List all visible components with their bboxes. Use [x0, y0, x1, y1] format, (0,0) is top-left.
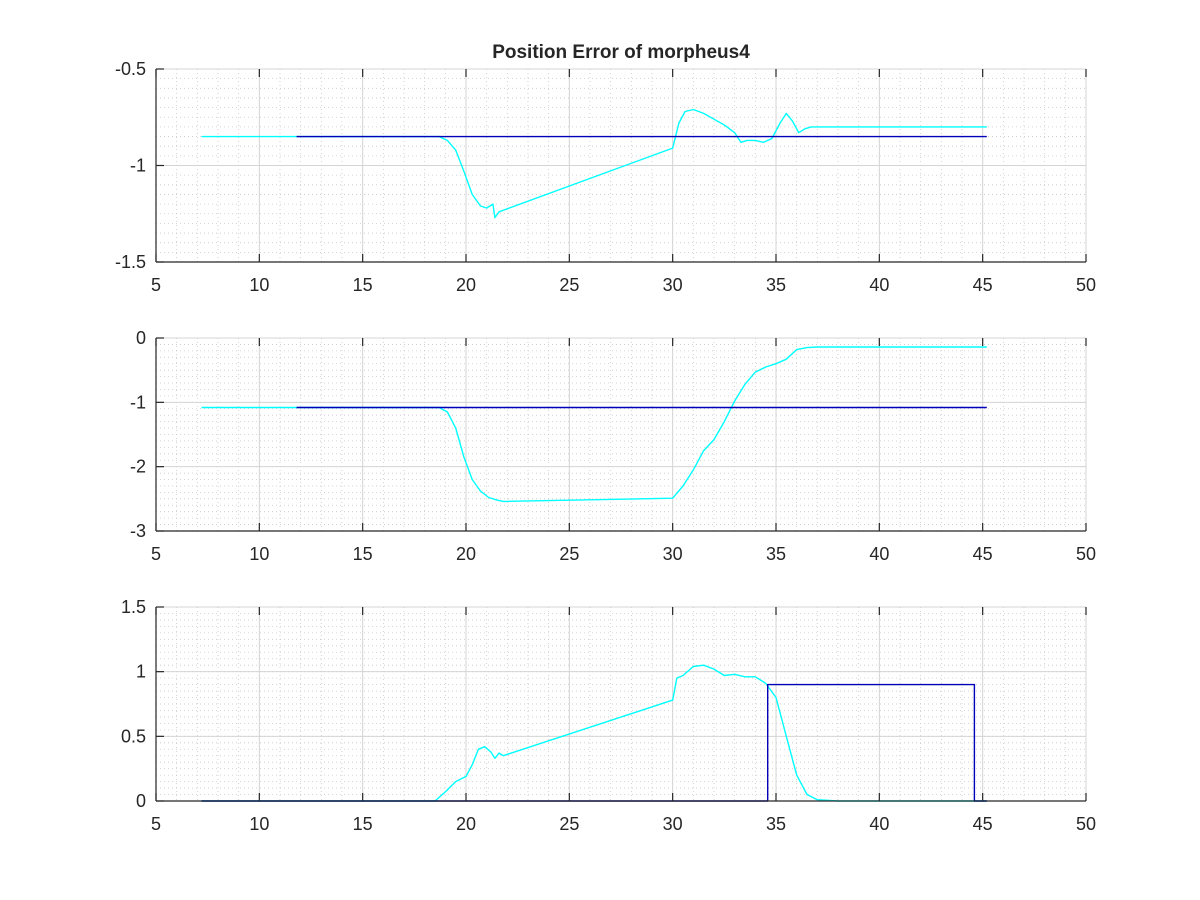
y-tick-label: 1.5: [121, 597, 146, 617]
x-tick-label: 5: [151, 814, 161, 834]
figure-title: Position Error of morpheus4: [492, 42, 750, 63]
x-tick-label: 10: [249, 544, 269, 564]
x-tick-label: 45: [973, 275, 993, 295]
y-tick-label: -0.5: [115, 59, 146, 79]
y-tick-label: -1.5: [115, 252, 146, 272]
series-line-cyan: [201, 108, 987, 219]
subplot-x-error: 5 10 15 20 25 30 35 40 45 50 -1.5 -1 -0.5: [115, 59, 1096, 295]
x-tick-label: 30: [663, 544, 683, 564]
x-tick-label: 40: [869, 544, 889, 564]
x-tick-label: 35: [766, 275, 786, 295]
x-tick-label: 20: [456, 275, 476, 295]
x-tick-label: 50: [1076, 275, 1096, 295]
y-tick-label: -3: [130, 521, 146, 541]
x-tick-label: 45: [973, 814, 993, 834]
series-line-cyan: [201, 664, 987, 802]
x-tick-label: 50: [1076, 814, 1096, 834]
x-tick-label: 20: [456, 544, 476, 564]
y-tick-label: 1: [136, 662, 146, 682]
y-tick-label: -1: [130, 392, 146, 412]
x-tick-label: 5: [151, 275, 161, 295]
series-line-cyan: [201, 346, 987, 503]
x-tick-label: 15: [353, 814, 373, 834]
x-tick-label: 35: [766, 814, 786, 834]
x-tick-label: 10: [249, 275, 269, 295]
x-tick-label: 20: [456, 814, 476, 834]
major-grid: [155, 606, 1087, 802]
x-tick-label: 45: [973, 544, 993, 564]
subplot-y-error: 5 10 15 20 25 30 35 40 45 50 -3 -2 -1 0: [130, 328, 1096, 564]
y-tick-label: -2: [130, 457, 146, 477]
x-tick-label: 40: [869, 814, 889, 834]
x-tick-label: 10: [249, 814, 269, 834]
x-tick-label: 40: [869, 275, 889, 295]
x-tick-label: 15: [353, 544, 373, 564]
x-tick-label: 30: [663, 275, 683, 295]
x-tick-label: 30: [663, 814, 683, 834]
y-tick-label: 0.5: [121, 726, 146, 746]
x-tick-label: 25: [559, 814, 579, 834]
y-tick-label: 0: [136, 791, 146, 811]
x-tick-label: 50: [1076, 544, 1096, 564]
x-tick-label: 15: [353, 275, 373, 295]
x-tick-label: 25: [559, 275, 579, 295]
y-tick-label: 0: [136, 328, 146, 348]
x-tick-label: 25: [559, 544, 579, 564]
x-tick-label: 5: [151, 544, 161, 564]
y-tick-label: -1: [130, 156, 146, 176]
x-tick-label: 35: [766, 544, 786, 564]
subplot-z-error: 5 10 15 20 25 30 35 40 45 50 0 0.5 1 1.5: [121, 597, 1096, 834]
